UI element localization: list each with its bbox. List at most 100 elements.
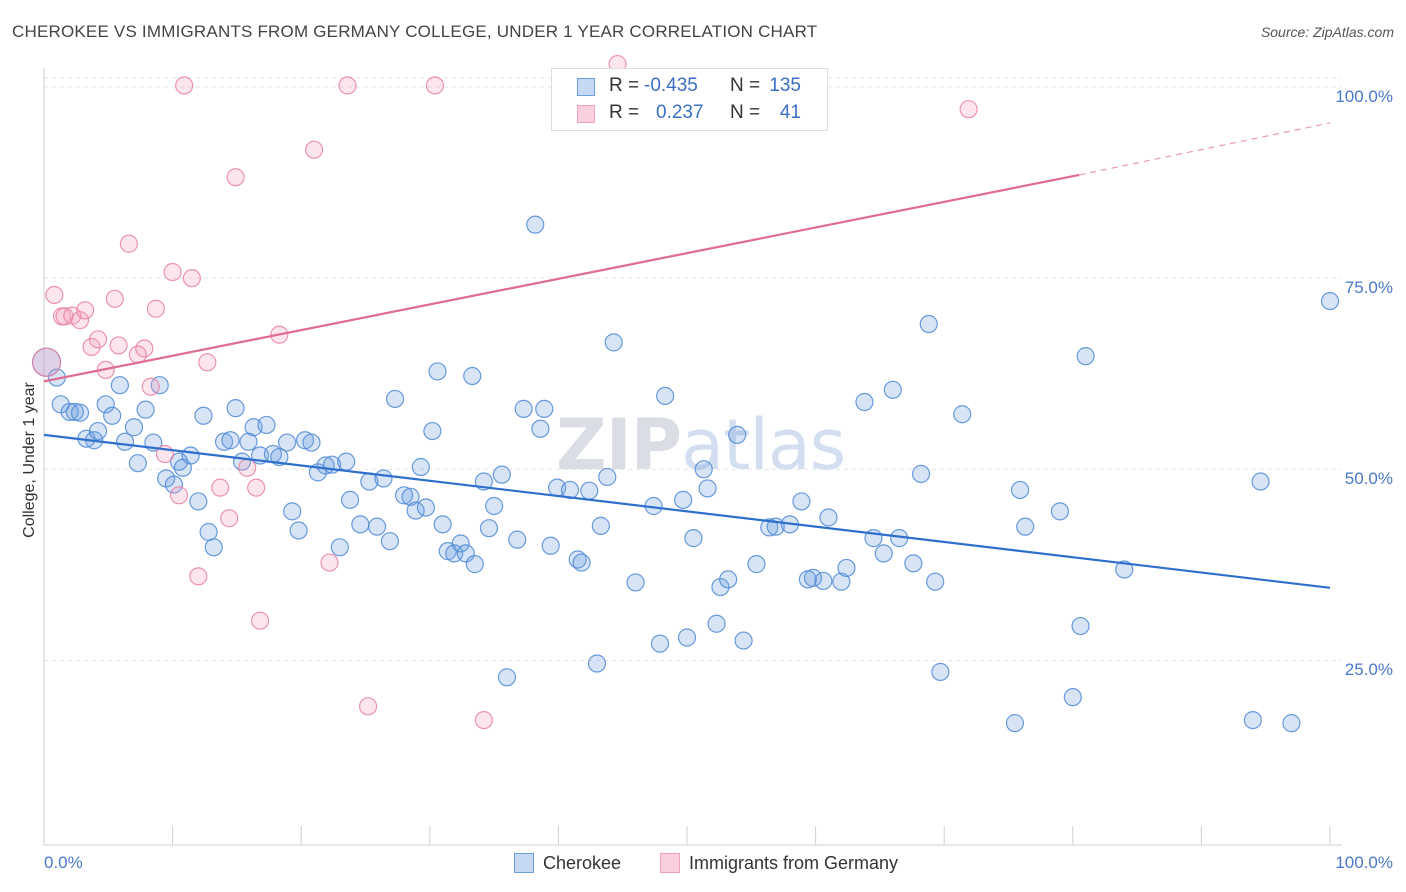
cherokee-point — [65, 402, 84, 422]
germany-point — [141, 377, 160, 396]
cherokee-swatch — [577, 78, 595, 96]
cherokee-point — [199, 522, 218, 542]
n-value: 41 — [779, 102, 801, 123]
n-label: N = — [730, 75, 761, 96]
cherokee-point — [337, 452, 356, 471]
cherokee-point — [124, 418, 144, 437]
cherokee-point — [1251, 472, 1270, 491]
germany-point — [146, 299, 165, 318]
cherokee-point — [684, 529, 703, 548]
germany-point — [88, 330, 108, 349]
cherokee-point — [1050, 502, 1070, 521]
germany-point — [474, 710, 493, 730]
legend-item-germany[interactable]: Immigrants from Germany — [660, 853, 898, 874]
legend-label-cherokee: Cherokee — [543, 853, 622, 873]
cherokee-point — [953, 405, 972, 424]
r-label: R = — [609, 102, 640, 123]
cherokee-point — [416, 498, 436, 517]
cherokee-point — [837, 558, 856, 578]
cherokee-point — [351, 515, 370, 534]
cherokee-point — [465, 555, 484, 574]
cherokee-point — [656, 386, 675, 405]
cherokee-point — [214, 432, 234, 451]
cherokee-point — [819, 508, 838, 527]
germany-point — [175, 76, 194, 95]
germany-point — [119, 234, 138, 253]
germany-point — [959, 100, 978, 119]
source-label: Source: ZipAtlas.com — [1260, 24, 1394, 40]
cherokee-point — [572, 553, 591, 572]
cherokee-point — [855, 392, 874, 412]
cherokee-point — [719, 570, 738, 589]
germany-point — [55, 307, 74, 326]
cherokee-point — [1243, 710, 1262, 730]
cherokee-point — [604, 333, 623, 352]
cherokee-point — [541, 536, 560, 555]
cherokee-point — [803, 568, 823, 587]
cherokee-point — [110, 376, 129, 395]
cherokee-point — [433, 515, 452, 534]
cherokee-point — [1010, 480, 1030, 500]
cherokee-point — [1016, 517, 1035, 536]
cherokee-point — [1005, 714, 1025, 733]
cherokee-point — [931, 662, 950, 682]
cherokee-point — [70, 403, 90, 422]
germany-point — [220, 509, 239, 528]
cherokee-point — [367, 517, 387, 536]
cherokee-point — [189, 492, 208, 511]
cherokee-point — [591, 516, 610, 535]
cherokee-point — [792, 492, 811, 511]
watermark-atlas: atlas — [681, 404, 846, 486]
germany-point — [425, 76, 445, 95]
cherokee-point — [874, 544, 893, 563]
cherokee-point — [707, 614, 726, 633]
cherokee-point — [394, 486, 414, 505]
x-tick-label-max: 100.0% — [1335, 853, 1393, 872]
cherokee-point — [194, 406, 213, 425]
cherokee-point — [385, 389, 405, 409]
germany-point — [163, 262, 182, 282]
cherokee-point — [204, 538, 223, 557]
cherokee-point — [1115, 560, 1134, 579]
cherokee-point — [103, 406, 122, 425]
germany-point — [189, 567, 208, 586]
germany-point — [358, 697, 378, 716]
germany-point — [304, 140, 324, 159]
cherokee-point — [598, 467, 617, 487]
cherokee-point — [814, 571, 833, 591]
r-value: 0.237 — [656, 102, 704, 123]
cherokee-point — [226, 399, 245, 418]
cherokee-point — [411, 457, 430, 477]
cherokee-point — [289, 521, 308, 540]
cherokee-point — [1071, 616, 1090, 636]
cherokee-point — [926, 572, 945, 591]
r-value: -0.435 — [644, 75, 698, 96]
cherokee-point — [711, 577, 730, 597]
cherokee-point — [164, 475, 183, 494]
germany-point — [169, 486, 189, 505]
watermark-zip: ZIP — [556, 404, 682, 486]
germany-point — [70, 311, 90, 330]
n-label: N = — [730, 102, 761, 123]
cherokee-point — [374, 469, 393, 488]
cherokee-point — [463, 366, 482, 386]
cherokee-point — [485, 496, 504, 516]
germany-point — [76, 301, 95, 320]
cherokee-point — [531, 419, 550, 438]
germany-point — [211, 478, 230, 497]
germany-point — [198, 353, 217, 372]
cherokee-point — [677, 628, 697, 647]
germany-point — [45, 285, 64, 305]
cherokee-point — [451, 534, 470, 553]
legend-swatch-germany — [660, 853, 680, 873]
germany-point — [109, 336, 128, 355]
cherokee-point — [650, 634, 670, 653]
cherokee-point — [674, 490, 693, 509]
y-axis-label: College, Under 1 year — [21, 382, 38, 538]
y-tick-label: 100.0% — [1335, 87, 1393, 106]
cherokee-point — [492, 465, 511, 484]
y-tick-label: 75.0% — [1344, 278, 1393, 297]
cherokee-point — [1282, 714, 1301, 733]
legend-item-cherokee[interactable]: Cherokee — [514, 853, 621, 874]
cherokee-point — [115, 432, 135, 451]
